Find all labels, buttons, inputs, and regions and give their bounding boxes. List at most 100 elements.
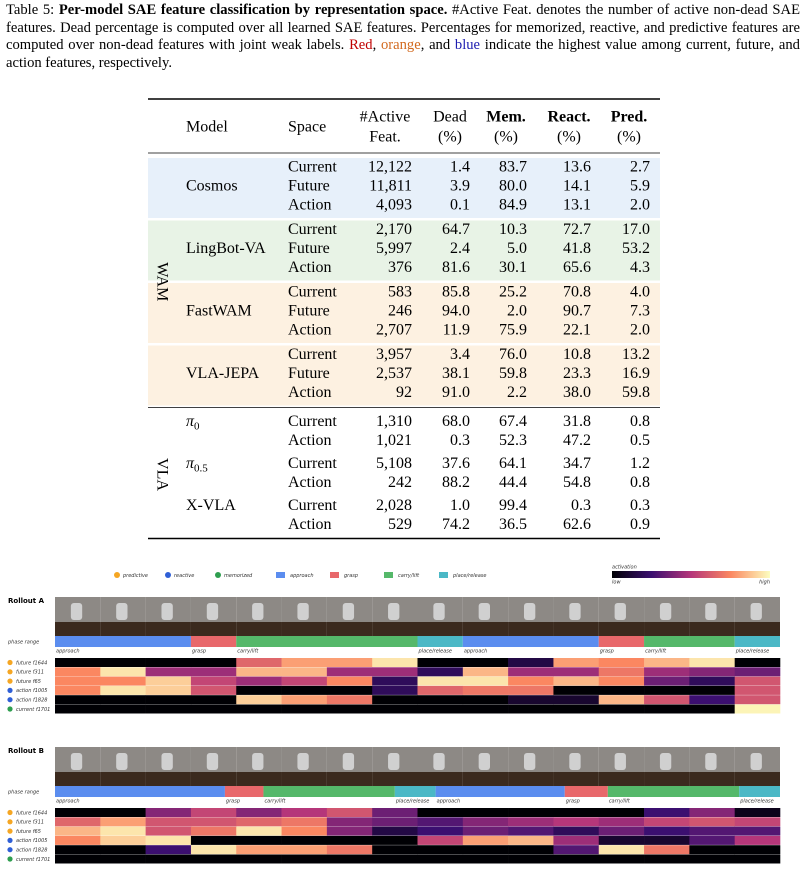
heat-cell: [508, 854, 554, 864]
model-name: π0.5: [186, 455, 208, 474]
caption-text: orange: [380, 37, 421, 54]
heat-cell: [734, 658, 781, 667]
heat-cell: [462, 845, 509, 855]
heat-cell: [598, 845, 645, 855]
heat-cell: [734, 854, 781, 864]
heat-cell: [100, 854, 146, 864]
frame-robot: [659, 603, 672, 620]
heat-cell: [281, 845, 328, 855]
heat-cell: [734, 817, 781, 827]
frame-table: [372, 622, 418, 636]
cell: 5,997: [376, 240, 412, 257]
heat-cell: [145, 817, 192, 827]
model-band: [148, 283, 660, 343]
heat-cell: [598, 695, 645, 705]
heat-cell: [236, 658, 282, 667]
heat-cell: [326, 808, 373, 817]
cell: 242: [388, 474, 412, 491]
heat-cell: [734, 685, 781, 695]
colorbar-title: activation: [612, 565, 637, 571]
cell: 68.0: [442, 413, 470, 430]
heat-cell: [190, 667, 237, 677]
heat-cell: [145, 685, 192, 695]
heat-cell: [326, 835, 373, 845]
rollout-title: Rollout B: [8, 747, 44, 755]
frame-table: [462, 622, 509, 636]
caption-text: blue: [454, 37, 481, 54]
heat-cell: [326, 845, 373, 855]
phase-segment: [462, 636, 599, 647]
heat-cell: [508, 685, 554, 695]
heat-cell: [190, 808, 237, 817]
frame-table: [598, 772, 645, 786]
heat-cell: [236, 817, 282, 827]
heat-cell: [100, 685, 146, 695]
cell: 0.3: [630, 497, 650, 514]
heat-cell: [644, 817, 690, 827]
heat-cell: [598, 685, 645, 695]
caption-text: #Active Feat. denotes the number of acti…: [6, 2, 800, 54]
frame-robot: [750, 603, 762, 620]
heat-cell: [417, 676, 464, 686]
cell: 91.0: [442, 384, 470, 401]
heat-cell: [598, 658, 645, 667]
heat-cell: [644, 808, 690, 817]
cell: 12,122: [368, 159, 412, 176]
column-header: Model: [186, 119, 228, 136]
frame-robot: [523, 603, 536, 620]
cell: 5,108: [376, 455, 412, 472]
caption-text: Table 5:: [6, 2, 59, 18]
heat-cell: [644, 695, 690, 705]
heat-cell: [644, 845, 690, 855]
space: Current: [288, 455, 337, 472]
column-header: (%): [557, 129, 581, 146]
heat-cell: [734, 667, 781, 677]
frame-table: [734, 772, 780, 786]
legend-swatch: [114, 572, 120, 578]
cell: 23.3: [563, 365, 591, 382]
heat-cell: [281, 658, 328, 667]
cell: 53.2: [622, 240, 650, 257]
cell: 54.8: [563, 474, 591, 491]
frame-table: [145, 772, 191, 786]
legend-label: place/release: [452, 573, 486, 579]
heat-cell: [553, 695, 600, 705]
cell: 72.7: [563, 221, 591, 238]
rollout-title: Rollout A: [8, 597, 45, 605]
heat-cell: [689, 704, 735, 714]
heat-cell: [372, 817, 418, 827]
heat-cell: [190, 676, 237, 686]
feature-dot: [7, 819, 13, 825]
heat-cell: [236, 667, 282, 677]
cell: 83.7: [499, 159, 527, 176]
cell: 4.0: [630, 284, 650, 301]
heat-cell: [417, 704, 464, 714]
space: Current: [288, 284, 337, 301]
frame-robot: [70, 753, 83, 770]
heat-cell: [55, 817, 101, 827]
cell: 64.1: [499, 455, 527, 472]
cell: 0.5: [630, 432, 650, 449]
heat-cell: [326, 854, 373, 864]
heat-cell: [55, 845, 101, 855]
cell: 0.8: [630, 474, 650, 491]
heat-cell: [55, 658, 101, 667]
heat-cell: [553, 676, 600, 686]
heat-cell: [145, 826, 192, 836]
heat-cell: [372, 845, 418, 855]
caption: Table 5: Per-model SAE feature classific…: [6, 2, 800, 72]
heat-cell: [417, 808, 464, 817]
feature-dot: [7, 697, 13, 703]
cell: 1.2: [630, 455, 650, 472]
frame-robot: [478, 753, 490, 770]
heat-cell: [145, 667, 192, 677]
frame-robot: [659, 753, 672, 770]
cell: 80.0: [499, 178, 527, 195]
heat-cell: [145, 695, 192, 705]
frame-robot: [297, 753, 309, 770]
cell: 13.2: [622, 346, 650, 363]
space: Action: [288, 322, 332, 339]
cell: 3.4: [450, 346, 470, 363]
phase-segment: [607, 786, 740, 797]
heat-cell: [100, 695, 146, 705]
